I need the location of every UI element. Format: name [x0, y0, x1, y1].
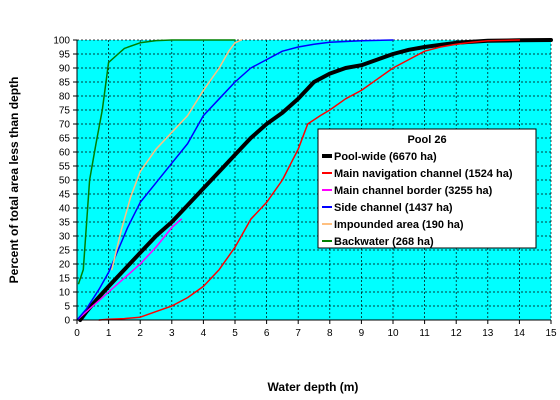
y-tick-label: 35: [59, 218, 71, 229]
y-tick-label: 100: [53, 36, 70, 47]
legend-label-0: Pool-wide (6670 ha): [334, 151, 437, 163]
x-tick-label: 4: [201, 328, 207, 339]
x-tick-label: 7: [295, 328, 301, 339]
axes: [73, 39, 552, 324]
legend-label-4: Impounded area (190 ha): [334, 219, 464, 231]
legend-label-1: Main navigation channel (1524 ha): [334, 168, 513, 180]
y-tick-labels: 0 5 10 15 20 25 30 35 40 45 50 55 60 65 70 75 80 85 90 95 10…: [53, 36, 70, 327]
y-tick-label: 0: [64, 316, 70, 327]
y-tick-label: 40: [59, 204, 71, 215]
y-tick-label: 20: [59, 260, 71, 271]
series-line-5: [77, 39, 236, 285]
y-tick-label: 85: [59, 78, 71, 89]
y-tick-label: 70: [59, 120, 71, 131]
x-tick-label: 15: [545, 328, 557, 339]
x-tick-label: 10: [387, 328, 399, 339]
legend: Pool 26 Pool-wide (6670 ha) Main navigati…: [317, 128, 537, 249]
x-tick-label: 2: [137, 328, 143, 339]
y-tick-label: 80: [59, 92, 71, 103]
legend-title: Pool 26: [407, 134, 446, 146]
legend-box: [317, 128, 537, 249]
y-tick-label: 25: [59, 246, 71, 257]
y-tick-label: 50: [59, 176, 71, 187]
y-tick-label: 15: [59, 274, 71, 285]
y-tick-label: 10: [59, 288, 71, 299]
x-tick-label: 6: [264, 328, 270, 339]
legend-label-2: Main channel border (3255 ha): [334, 185, 493, 197]
x-tick-label: 5: [232, 328, 238, 339]
x-axis-title: Water depth (m): [268, 380, 359, 394]
y-tick-label: 75: [59, 106, 71, 117]
y-tick-label: 30: [59, 232, 71, 243]
x-tick-label: 14: [514, 328, 526, 339]
y-tick-label: 5: [64, 302, 70, 313]
x-tick-label: 13: [482, 328, 494, 339]
y-axis-title: Percent of total area less than depth: [7, 77, 21, 284]
y-tick-label: 65: [59, 134, 71, 145]
series-line-2: [76, 218, 183, 321]
legend-label-5: Backwater (268 ha): [334, 236, 434, 248]
series-line-4: [111, 39, 243, 271]
x-tick-label: 12: [451, 328, 463, 339]
y-tick-label: 95: [59, 50, 71, 61]
x-tick-label: 0: [74, 328, 80, 339]
x-tick-label: 11: [419, 328, 430, 339]
x-tick-label: 1: [106, 328, 112, 339]
x-tick-labels: 0 1 2 3 4 5 6 7 8 9 10 11 12 13 14 15: [74, 328, 557, 339]
legend-label-3: Side channel (1437 ha): [334, 202, 453, 214]
series-line-0: [78, 38, 553, 322]
series-lines: [76, 38, 553, 322]
series-line-3: [76, 39, 394, 321]
y-tick-label: 55: [59, 162, 71, 173]
x-tick-label: 8: [327, 328, 333, 339]
y-tick-label: 45: [59, 190, 71, 201]
y-tick-label: 90: [59, 64, 71, 75]
y-tick-label: 60: [59, 148, 71, 159]
x-tick-label: 3: [169, 328, 175, 339]
x-tick-label: 9: [359, 328, 365, 339]
series-line-1: [98, 39, 521, 321]
